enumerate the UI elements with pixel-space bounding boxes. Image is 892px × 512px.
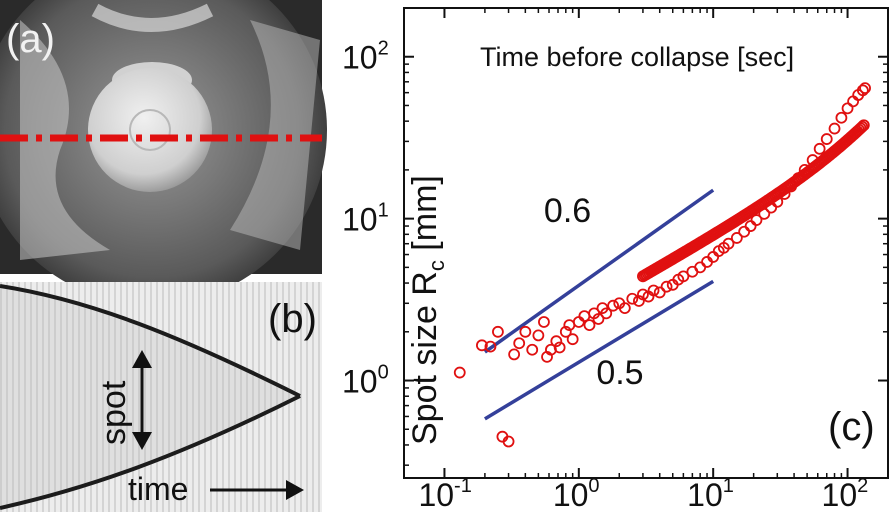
- data-point: [502, 435, 515, 448]
- data-point: [637, 288, 649, 301]
- data-point: [660, 280, 673, 293]
- data-point: [626, 292, 639, 305]
- spot-arrow-down-icon: [132, 432, 152, 450]
- data-point: [572, 316, 585, 328]
- panel-a-photo: [0, 0, 327, 305]
- slope-line-0-5: [483, 279, 715, 421]
- slope-line-0-6: [483, 188, 715, 354]
- data-point: [592, 313, 605, 325]
- data-point: [835, 111, 848, 124]
- data-point: [841, 102, 854, 115]
- data-point: [859, 82, 871, 95]
- data-point: [600, 307, 613, 320]
- data-point: [532, 329, 545, 342]
- data-point: [550, 335, 563, 348]
- data-point: [484, 340, 497, 353]
- time-label: time: [128, 471, 188, 507]
- x-tick-label: 101: [687, 475, 734, 512]
- y-tick-label: 102: [342, 38, 389, 76]
- data-point: [492, 325, 504, 338]
- spot-label: spot: [95, 380, 133, 445]
- data-point: [820, 133, 833, 145]
- slope-label: 0.5: [596, 354, 643, 392]
- scatter-chart: 10-1 100 101 102 100 101 102 0.6 0.5: [342, 7, 889, 512]
- data-point: [553, 341, 566, 354]
- panel-b-label: (b): [268, 297, 317, 341]
- data-point: [526, 343, 539, 356]
- data-point: [519, 325, 532, 338]
- spot-arrow-up-icon: [132, 350, 152, 368]
- data-point-dense: [854, 122, 867, 135]
- data-point: [828, 122, 841, 135]
- data-point: [566, 333, 579, 346]
- time-arrow-right-icon: [286, 480, 304, 500]
- data-point: [607, 299, 620, 312]
- chart-title: Time before collapse [sec]: [480, 42, 794, 72]
- data-point: [508, 348, 521, 361]
- data-point: [583, 319, 596, 331]
- panel-b-streak: [0, 282, 322, 512]
- data-point: [453, 366, 466, 379]
- data-point: [559, 325, 572, 338]
- x-tick-label: 102: [822, 475, 869, 512]
- panel-c-label: (c): [828, 405, 875, 449]
- data-point: [744, 220, 757, 232]
- data-point: [677, 270, 690, 283]
- data-point: [856, 84, 869, 97]
- data-point: [647, 284, 660, 297]
- data-point: [476, 339, 488, 352]
- data-point-dense: [857, 119, 870, 132]
- data-point: [513, 337, 526, 350]
- slope-label: 0.6: [544, 192, 591, 230]
- data-point: [813, 142, 826, 155]
- panel-a-label: (a): [6, 17, 55, 61]
- data-point: [538, 316, 550, 328]
- x-tick-label: 100: [553, 475, 600, 512]
- data-point: [750, 214, 763, 226]
- data-point: [694, 261, 707, 274]
- y-tick-label: 100: [342, 362, 389, 400]
- data-point: [730, 232, 743, 244]
- data-point: [722, 237, 735, 250]
- plot-frame: [403, 7, 889, 479]
- data-point-dense: [856, 120, 869, 133]
- data-point: [738, 225, 751, 238]
- x-tick-label: 10-1: [418, 475, 471, 512]
- data-point: [653, 286, 666, 299]
- y-axis-label: Spot size Rc [mm]: [406, 175, 449, 445]
- data-point: [618, 302, 631, 315]
- y-tick-label: 101: [342, 200, 389, 238]
